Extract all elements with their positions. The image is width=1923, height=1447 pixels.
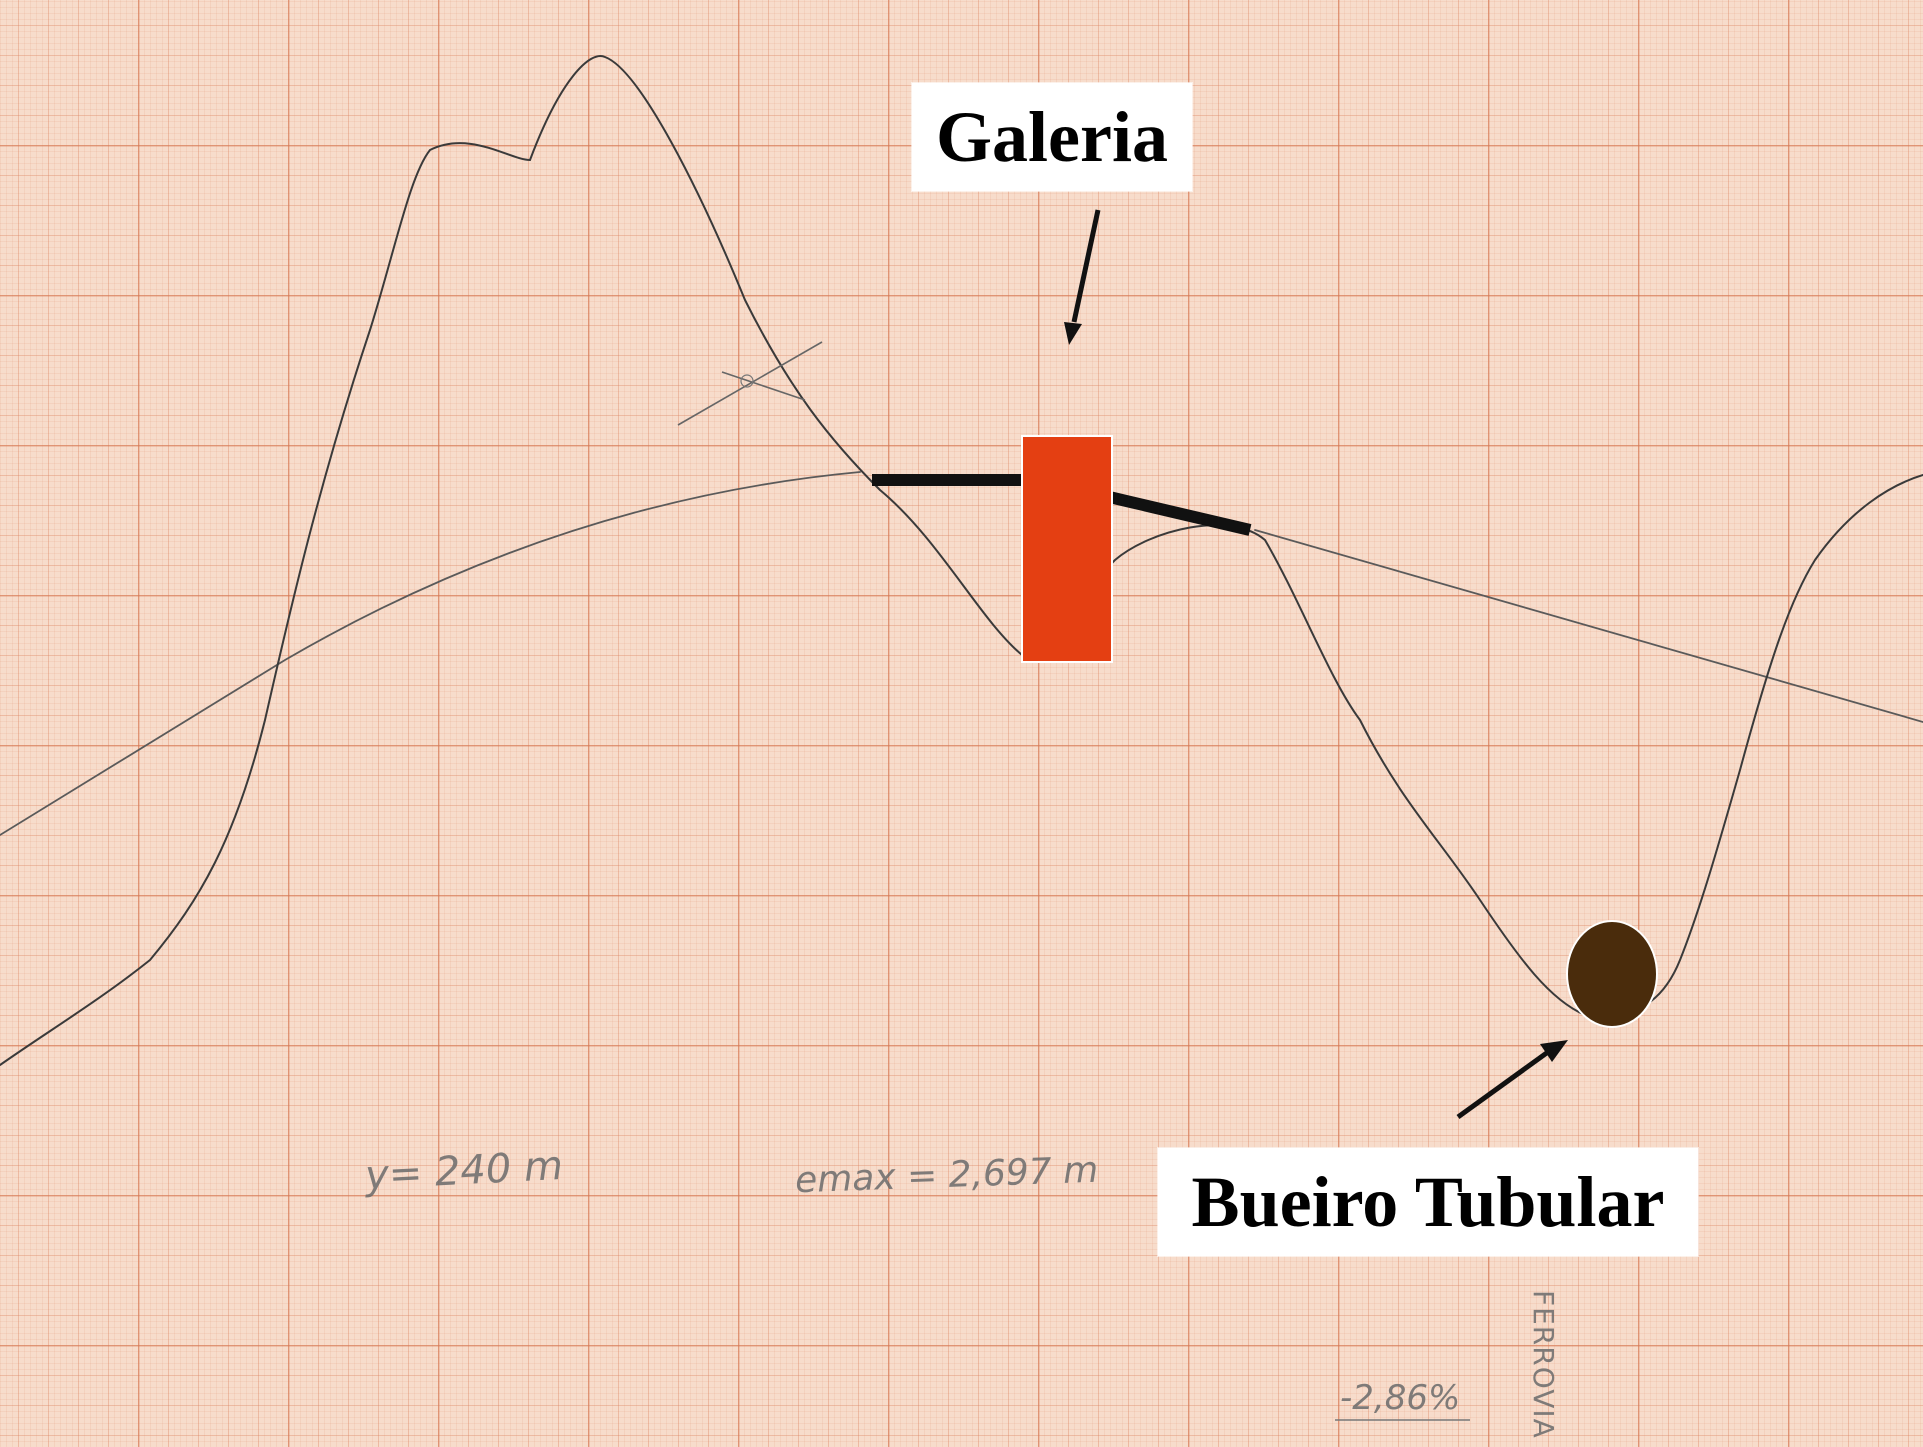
bueiro-arrowhead <box>1540 1040 1568 1062</box>
bueiro-label: Bueiro Tubular <box>1158 1148 1698 1256</box>
grade-line-left <box>0 471 861 836</box>
galeria-label-text: Galeria <box>936 96 1168 177</box>
galeria-arrow-shaft <box>1071 209 1101 323</box>
grade-line-right <box>1254 529 1923 723</box>
grade-note: -2,86% <box>1340 1378 1461 1418</box>
bueiro-label-text: Bueiro Tubular <box>1191 1161 1665 1242</box>
cross-mark-center <box>740 374 754 388</box>
galeria-label: Galeria <box>912 83 1192 191</box>
galeria-arrowhead <box>1064 322 1082 345</box>
bueiro-arrow-shaft <box>1456 1049 1550 1120</box>
vertical-note: FERROVIA <box>1527 1290 1560 1439</box>
cross-mark-1 <box>677 341 823 426</box>
bueiro-ellipse <box>1566 920 1658 1028</box>
galeria-rectangle <box>1021 435 1113 663</box>
terrain-profile <box>0 55 1923 1066</box>
cross-mark-2 <box>721 371 806 401</box>
